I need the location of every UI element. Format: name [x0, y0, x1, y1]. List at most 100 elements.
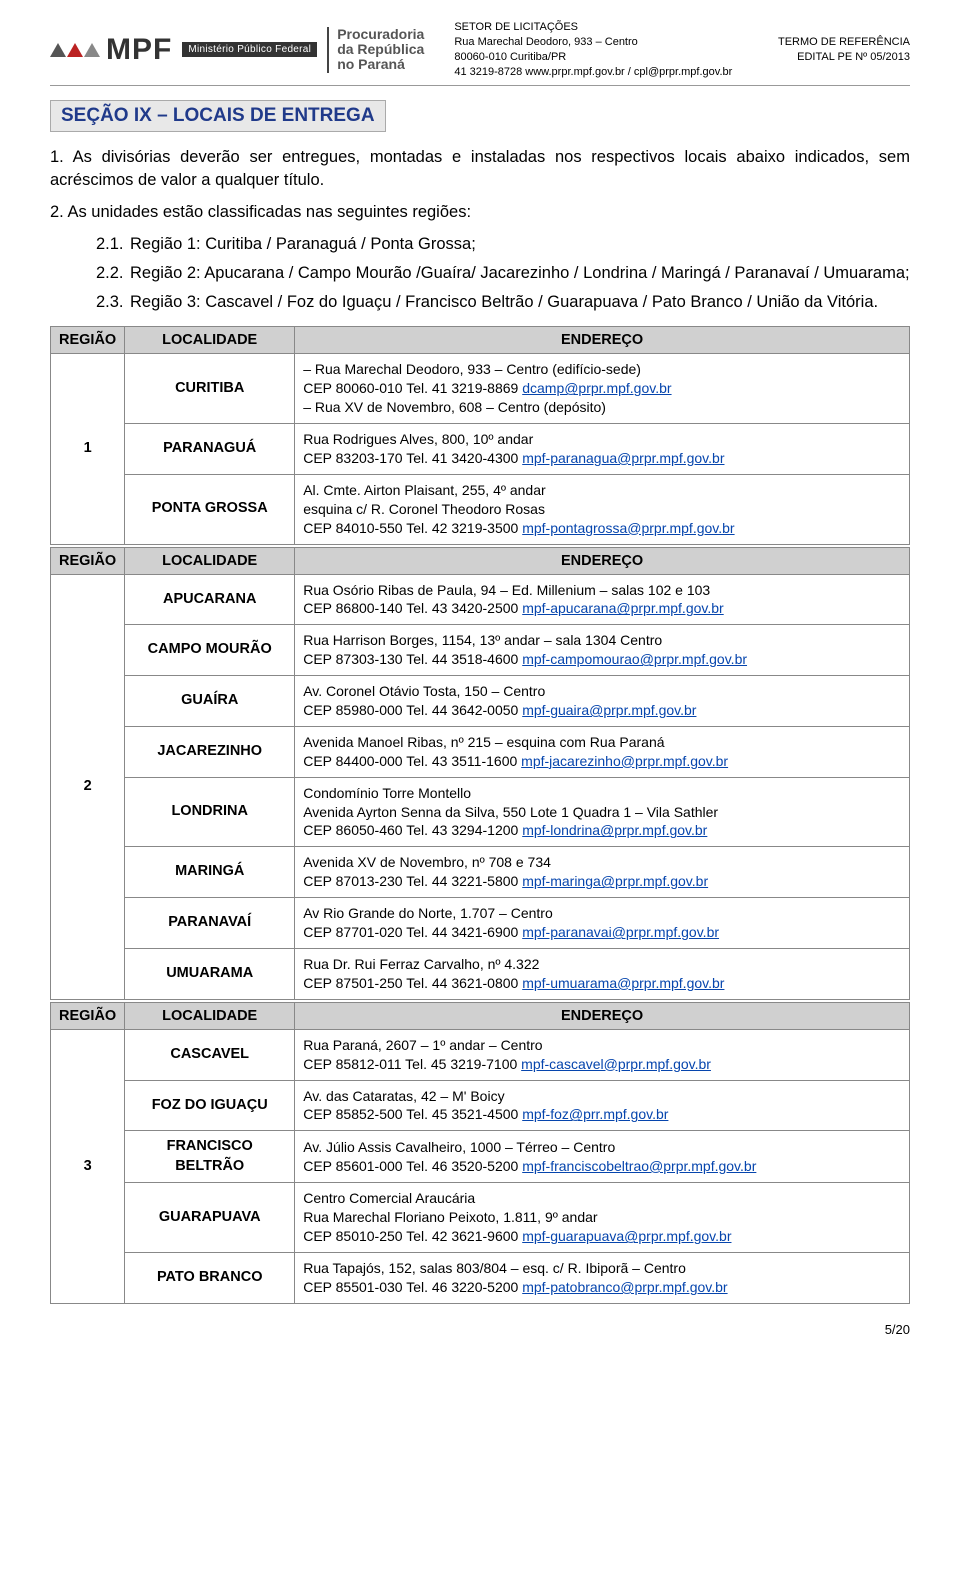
th-local: LOCALIDADE	[125, 1002, 295, 1029]
th-regiao: REGIÃO	[51, 327, 125, 354]
li-text: Região 3: Cascavel / Foz do Iguaçu / Fra…	[130, 293, 878, 311]
cell-address: Centro Comercial Araucária Rua Marechal …	[295, 1183, 910, 1253]
table-row: 2 APUCARANA Rua Osório Ribas de Paula, 9…	[51, 574, 910, 625]
addr-line: Av Rio Grande do Norte, 1.707 – Centro	[303, 905, 553, 921]
email-link[interactable]: mpf-foz@prr.mpf.gov.br	[522, 1106, 668, 1122]
cell-address: Av. Júlio Assis Cavalheiro, 1000 – Térre…	[295, 1131, 910, 1183]
email-link[interactable]: mpf-franciscobeltrao@prpr.mpf.gov.br	[522, 1158, 756, 1174]
addr-line: Rua Rodrigues Alves, 800, 10º andar	[303, 431, 533, 447]
table-row: PATO BRANCO Rua Tapajós, 152, salas 803/…	[51, 1253, 910, 1304]
table-row: LONDRINA Condomínio Torre Montello Aveni…	[51, 777, 910, 847]
cell-region: 1	[51, 354, 125, 544]
th-endereco: ENDEREÇO	[295, 1002, 910, 1029]
addr-line: Condomínio Torre Montello	[303, 785, 471, 801]
table-row: FRANCISCO BELTRÃO Av. Júlio Assis Cavalh…	[51, 1131, 910, 1183]
li-number: 2.3.	[96, 291, 130, 314]
email-link[interactable]: mpf-guarapuava@prpr.mpf.gov.br	[522, 1228, 731, 1244]
locations-table-region-2: REGIÃO LOCALIDADE ENDEREÇO 2 APUCARANA R…	[50, 547, 910, 1000]
table-header-row: REGIÃO LOCALIDADE ENDEREÇO	[51, 547, 910, 574]
email-link[interactable]: mpf-jacarezinho@prpr.mpf.gov.br	[521, 753, 728, 769]
addr-line: – Rua XV de Novembro, 608 – Centro (depó…	[303, 399, 606, 415]
cell-city: JACAREZINHO	[125, 726, 295, 777]
email-link[interactable]: mpf-umuarama@prpr.mpf.gov.br	[522, 975, 724, 991]
header-right: TERMO DE REFERÊNCIA EDITAL PE Nº 05/2013	[778, 35, 910, 65]
addr-line: CEP 87303-130 Tel. 44 3518-4600	[303, 651, 522, 667]
email-link[interactable]: mpf-cascavel@prpr.mpf.gov.br	[521, 1056, 711, 1072]
cell-address: Avenida Manoel Ribas, nº 215 – esquina c…	[295, 726, 910, 777]
addr-line: Rua Marechal Floriano Peixoto, 1.811, 9º…	[303, 1209, 597, 1225]
header-line: SETOR DE LICITAÇÕES	[454, 20, 768, 35]
paragraph: 1. As divisórias deverão ser entregues, …	[50, 146, 910, 191]
list-item: 2.2.Região 2: Apucarana / Campo Mourão /…	[96, 262, 910, 285]
sub-list: 2.1.Região 1: Curitiba / Paranaguá / Pon…	[50, 233, 910, 314]
cell-city: FRANCISCO BELTRÃO	[125, 1131, 295, 1183]
email-link[interactable]: mpf-londrina@prpr.mpf.gov.br	[522, 822, 707, 838]
page-header: MPF Ministério Público Federal Procurado…	[50, 20, 910, 86]
header-center: SETOR DE LICITAÇÕES Rua Marechal Deodoro…	[454, 20, 768, 79]
th-local: LOCALIDADE	[125, 327, 295, 354]
addr-line: Centro Comercial Araucária	[303, 1190, 475, 1206]
cell-region: 2	[51, 574, 125, 999]
email-link[interactable]: mpf-campomourao@prpr.mpf.gov.br	[522, 651, 747, 667]
header-line: 80060-010 Curitiba/PR	[454, 50, 768, 65]
addr-line: Al. Cmte. Airton Plaisant, 255, 4º andar	[303, 482, 545, 498]
brand-column: Ministério Público Federal	[182, 42, 317, 57]
logo-block: MPF	[50, 33, 172, 67]
table-row: FOZ DO IGUAÇU Av. das Cataratas, 42 – M'…	[51, 1080, 910, 1131]
cell-address: Rua Harrison Borges, 1154, 13º andar – s…	[295, 625, 910, 676]
th-regiao: REGIÃO	[51, 1002, 125, 1029]
para-text: As divisórias deverão ser entregues, mon…	[50, 148, 910, 188]
cell-city: LONDRINA	[125, 777, 295, 847]
header-line: 41 3219-8728 www.prpr.mpf.gov.br / cpl@p…	[454, 65, 768, 80]
addr-line: Avenida Manoel Ribas, nº 215 – esquina c…	[303, 734, 664, 750]
cell-city: FOZ DO IGUAÇU	[125, 1080, 295, 1131]
cell-address: Condomínio Torre Montello Avenida Ayrton…	[295, 777, 910, 847]
li-number: 2.2.	[96, 262, 130, 285]
para-number: 2.	[50, 203, 64, 221]
cell-address: Rua Rodrigues Alves, 800, 10º andar CEP …	[295, 424, 910, 475]
table-header-row: REGIÃO LOCALIDADE ENDEREÇO	[51, 1002, 910, 1029]
table-row: PONTA GROSSA Al. Cmte. Airton Plaisant, …	[51, 474, 910, 544]
locations-table-region-1: REGIÃO LOCALIDADE ENDEREÇO 1 CURITIBA – …	[50, 326, 910, 544]
org-line: no Paraná	[337, 57, 424, 72]
addr-line: Rua Osório Ribas de Paula, 94 – Ed. Mill…	[303, 582, 710, 598]
th-local: LOCALIDADE	[125, 547, 295, 574]
addr-line: CEP 80060-010 Tel. 41 3219-8869	[303, 380, 522, 396]
addr-line: CEP 87501-250 Tel. 44 3621-0800	[303, 975, 522, 991]
email-link[interactable]: mpf-paranagua@prpr.mpf.gov.br	[522, 450, 724, 466]
cell-address: Rua Dr. Rui Ferraz Carvalho, nº 4.322 CE…	[295, 948, 910, 999]
org-line: da República	[337, 42, 424, 57]
email-link[interactable]: mpf-pontagrossa@prpr.mpf.gov.br	[522, 520, 734, 536]
list-item: 2.1.Região 1: Curitiba / Paranaguá / Pon…	[96, 233, 910, 256]
addr-line: Rua Harrison Borges, 1154, 13º andar – s…	[303, 632, 662, 648]
table-row: GUARAPUAVA Centro Comercial Araucária Ru…	[51, 1183, 910, 1253]
table-row: 1 CURITIBA – Rua Marechal Deodoro, 933 –…	[51, 354, 910, 424]
brand-subtitle: Ministério Público Federal	[182, 42, 317, 57]
addr-line: Avenida Ayrton Senna da Silva, 550 Lote …	[303, 804, 718, 820]
para-text: As unidades estão classificadas nas segu…	[67, 203, 471, 221]
org-name: Procuradoria da República no Paraná	[327, 27, 424, 73]
header-line: Rua Marechal Deodoro, 933 – Centro	[454, 35, 768, 50]
cell-city: CASCAVEL	[125, 1029, 295, 1080]
brand-text: MPF	[106, 33, 172, 67]
addr-line: Av. das Cataratas, 42 – M' Boicy	[303, 1088, 504, 1104]
cell-city: PARANAGUÁ	[125, 424, 295, 475]
email-link[interactable]: mpf-guaira@prpr.mpf.gov.br	[522, 702, 696, 718]
email-link[interactable]: mpf-maringa@prpr.mpf.gov.br	[522, 873, 708, 889]
email-link[interactable]: mpf-apucarana@prpr.mpf.gov.br	[522, 600, 724, 616]
addr-line: CEP 83203-170 Tel. 41 3420-4300	[303, 450, 522, 466]
cell-city: GUAÍRA	[125, 676, 295, 727]
para-number: 1.	[50, 148, 64, 166]
email-link[interactable]: mpf-paranavai@prpr.mpf.gov.br	[522, 924, 719, 940]
cell-city: CAMPO MOURÃO	[125, 625, 295, 676]
header-line: EDITAL PE Nº 05/2013	[778, 50, 910, 65]
addr-line: – Rua Marechal Deodoro, 933 – Centro (ed…	[303, 361, 641, 377]
addr-line: Avenida XV de Novembro, nº 708 e 734	[303, 854, 551, 870]
locations-table-region-3: REGIÃO LOCALIDADE ENDEREÇO 3 CASCAVEL Ru…	[50, 1002, 910, 1304]
addr-line: esquina c/ R. Coronel Theodoro Rosas	[303, 501, 545, 517]
email-link[interactable]: dcamp@prpr.mpf.gov.br	[522, 380, 671, 396]
paragraph: 2. As unidades estão classificadas nas s…	[50, 201, 910, 223]
email-link[interactable]: mpf-patobranco@prpr.mpf.gov.br	[522, 1279, 727, 1295]
table-row: PARANAGUÁ Rua Rodrigues Alves, 800, 10º …	[51, 424, 910, 475]
table-row: 3 CASCAVEL Rua Paraná, 2607 – 1º andar –…	[51, 1029, 910, 1080]
